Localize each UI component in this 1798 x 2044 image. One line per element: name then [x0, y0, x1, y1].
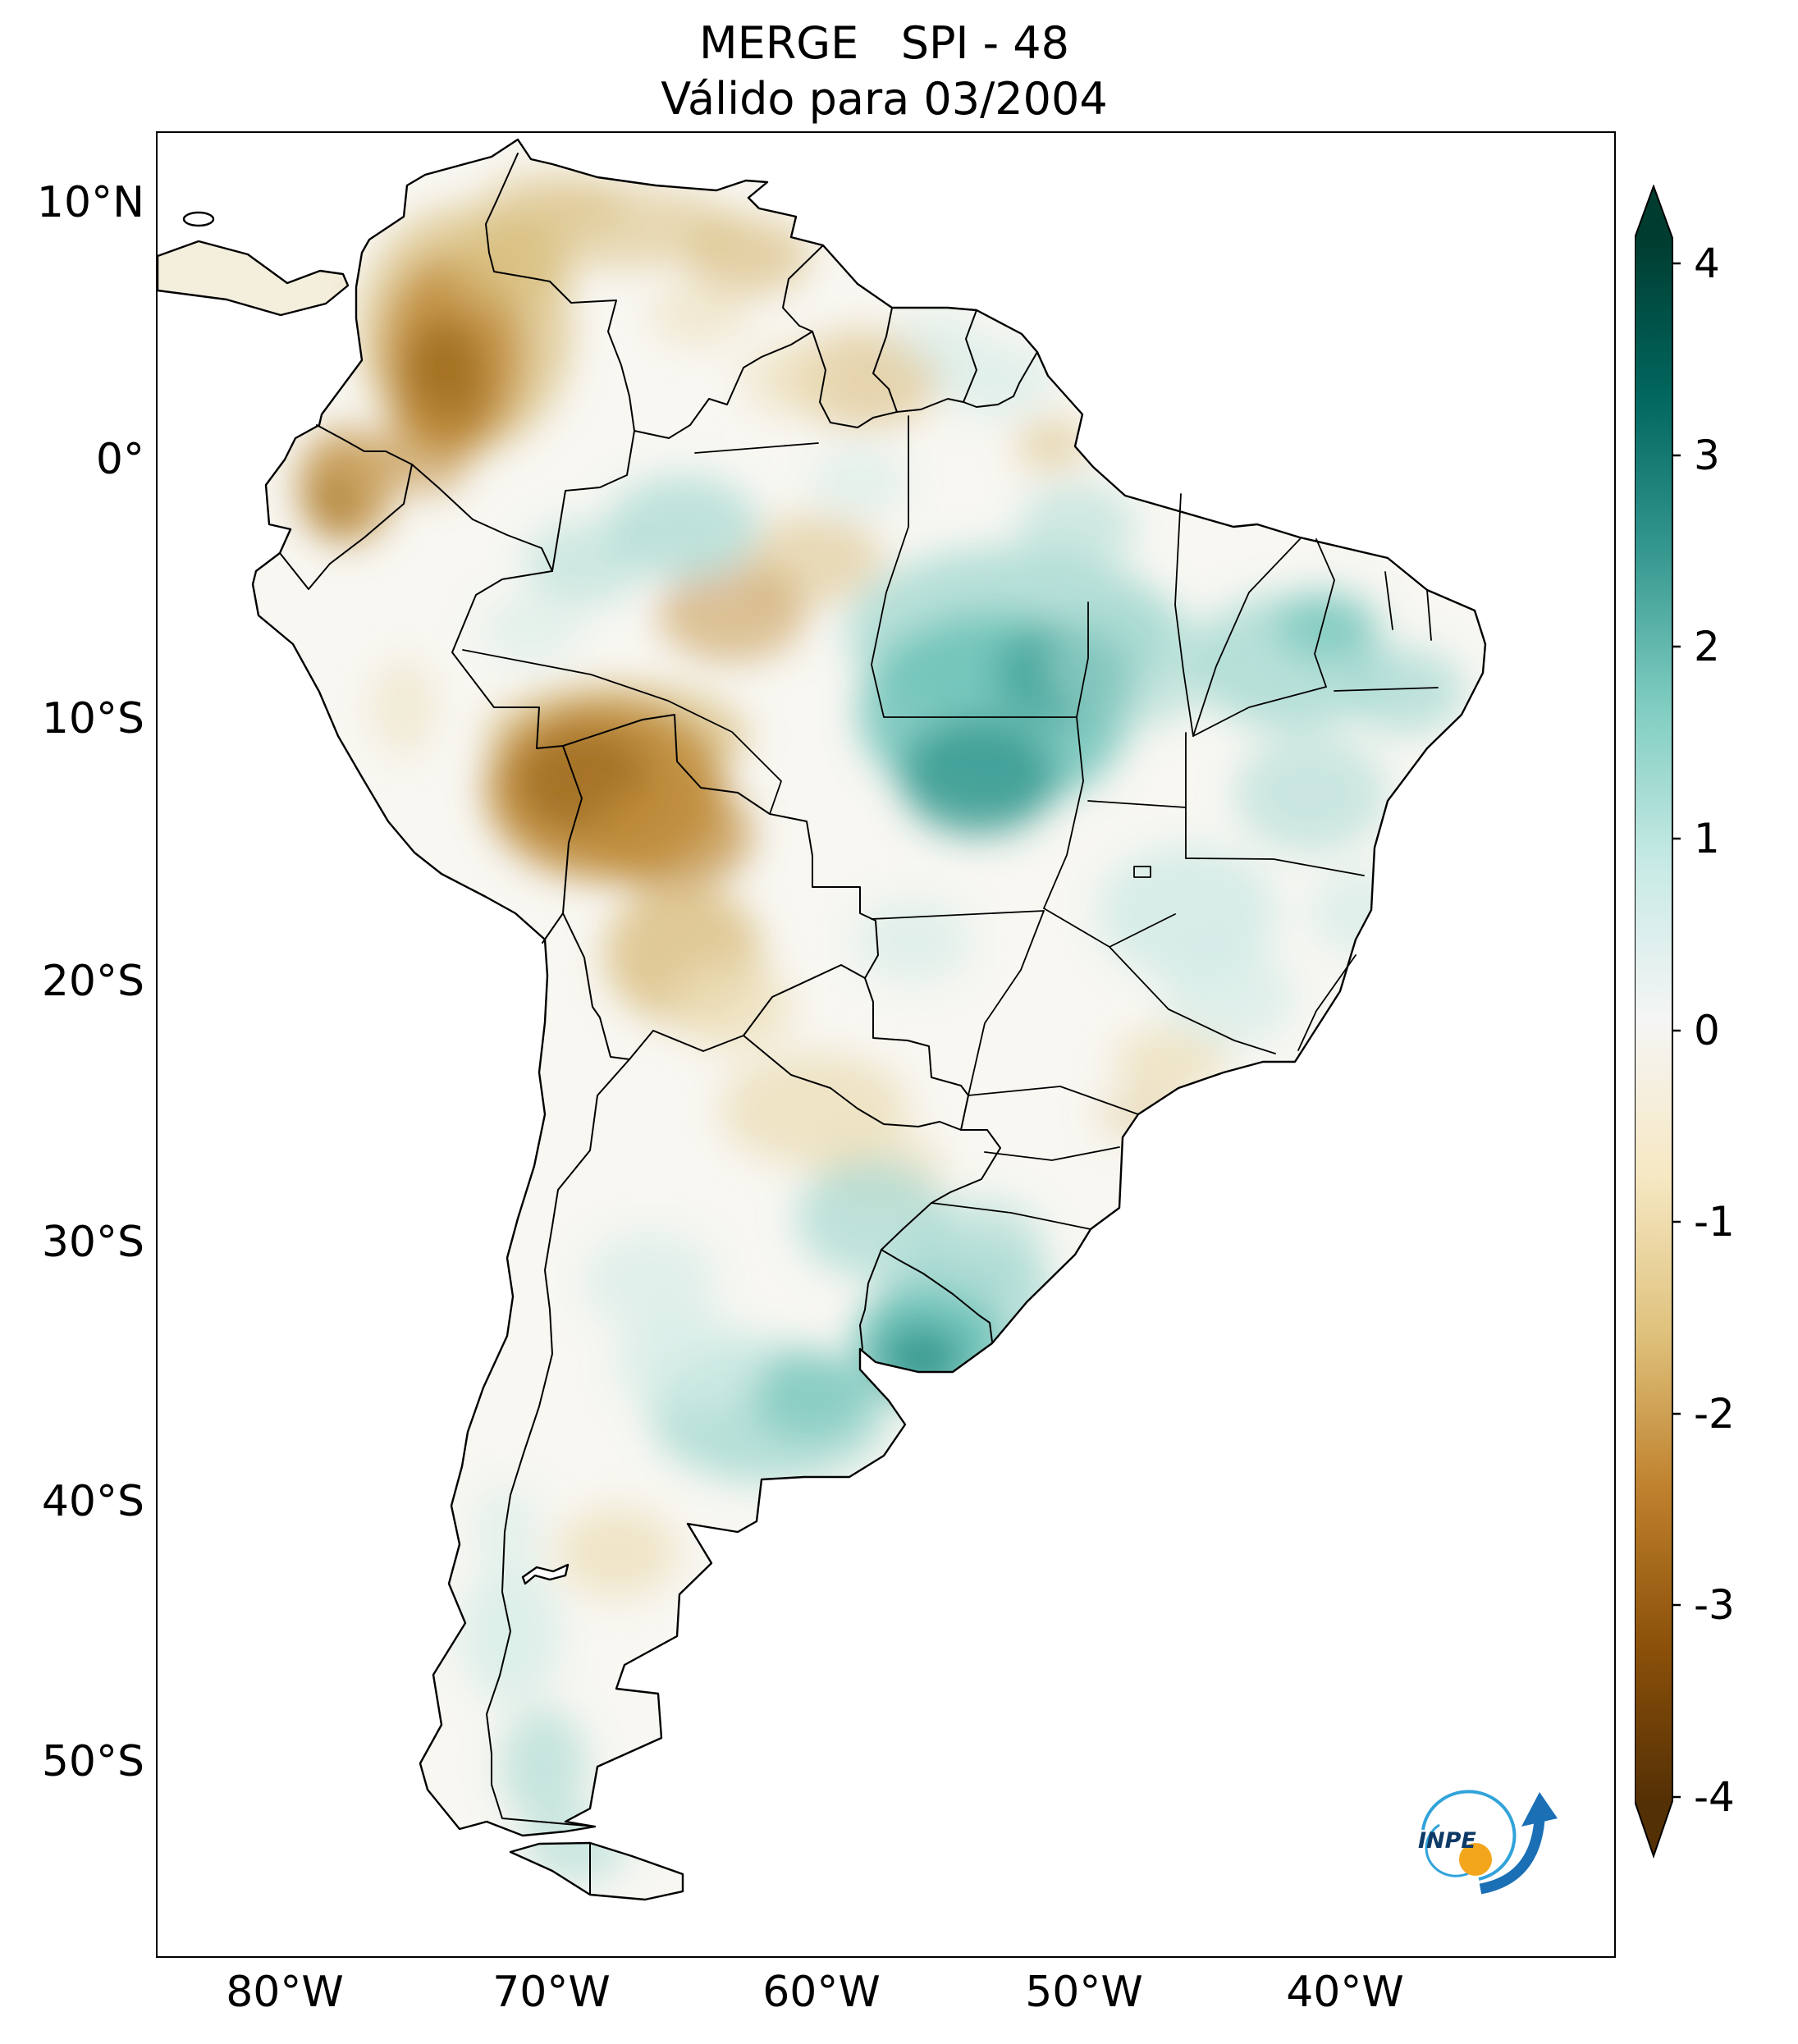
y-axis-tick-label: 10°S [41, 694, 144, 743]
small-island-outline [182, 211, 215, 227]
logo-text: INPE [1418, 1828, 1476, 1854]
plot-area: INPE [156, 131, 1616, 1958]
state-borders [462, 415, 1439, 1230]
colorbar-tick-label: -4 [1694, 1773, 1735, 1821]
colorbar-tick-label: 2 [1694, 623, 1720, 670]
y-axis-tick-label: 0° [95, 435, 144, 484]
x-axis-tick-label: 60°W [762, 1968, 881, 2017]
logo-arrowhead-icon [1521, 1792, 1558, 1827]
colorbar-tick-label: 0 [1694, 1007, 1720, 1054]
x-axis-tick-label: 80°W [226, 1968, 344, 2017]
x-axis-tick-label: 70°W [492, 1968, 611, 2017]
x-axis-tick-label: 40°W [1286, 1968, 1404, 2017]
colorbar-ticks [1672, 262, 1681, 1799]
colorbar-tick-label: 3 [1694, 432, 1720, 479]
y-axis-tick-label: 20°S [41, 957, 144, 1006]
colorbar-tick-label: 4 [1694, 240, 1720, 287]
colorbar-tick-label: -3 [1694, 1581, 1735, 1629]
colorbar-gradient [1635, 185, 1673, 1859]
logo-orbit-icon [1421, 1790, 1517, 1881]
y-axis-tick-label: 30°S [41, 1218, 144, 1267]
inpe-logo: INPE [1418, 1790, 1558, 1895]
logo-arrow-icon [1479, 1819, 1545, 1895]
small-island-outline [521, 1563, 570, 1585]
logo-orange-dot-icon [1459, 1843, 1492, 1876]
colorbar-tick-label: 1 [1694, 815, 1720, 862]
x-axis-tick-label: 50°W [1025, 1968, 1143, 2017]
colorbar-tick-label: -1 [1694, 1198, 1735, 1246]
y-axis-tick-label: 10°N [36, 178, 144, 227]
figure-subtitle: Válido para 03/2004 [661, 73, 1108, 125]
y-axis-tick-label: 40°S [41, 1477, 144, 1526]
country-borders [279, 153, 1038, 1895]
south-america-map: INPE [158, 138, 1558, 1901]
colorbar [1635, 185, 1681, 1859]
figure-title: MERGE SPI - 48 [699, 17, 1069, 69]
y-axis-tick-label: 50°S [41, 1737, 144, 1786]
colorbar-tick-label: -2 [1694, 1390, 1735, 1438]
coastline [158, 138, 1487, 1901]
